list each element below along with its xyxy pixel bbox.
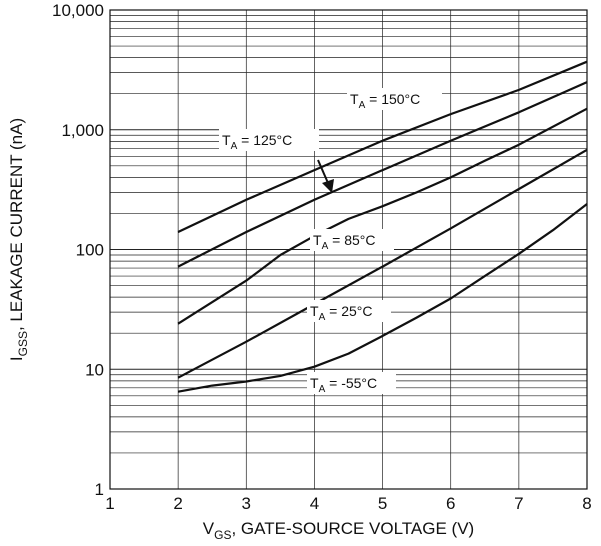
y-axis-title: IGSS, LEAKAGE CURRENT (nA) <box>7 118 30 361</box>
x-tick-label: 4 <box>310 494 319 513</box>
series-label-1: TA = 125°C <box>222 132 292 152</box>
series-label-4: TA = -55°C <box>310 375 377 395</box>
x-tick-label: 2 <box>173 494 182 513</box>
x-tick-label: 6 <box>446 494 455 513</box>
arrowhead-icon <box>322 179 334 193</box>
x-tick-label: 1 <box>105 494 114 513</box>
series-line-4 <box>177 203 588 393</box>
series-labels: TA = 150°C TA = 125°C TA = 85°C TA = 25°C TA… <box>219 88 442 395</box>
x-axis-title: VGS, GATE-SOURCE VOLTAGE (V) <box>203 519 474 542</box>
series-label-bg <box>347 88 442 110</box>
series-label-bg <box>310 229 394 251</box>
y-tick-label: 10 <box>85 360 104 379</box>
series-label-3: TA = 25°C <box>310 303 372 323</box>
series-line-1 <box>177 81 588 268</box>
y-tick-label: 10,000 <box>52 1 104 20</box>
series-line-3 <box>177 148 588 379</box>
x-tick-label: 7 <box>514 494 523 513</box>
series-label-bg <box>307 300 391 322</box>
series-line-2 <box>177 107 588 325</box>
series-label-2: TA = 85°C <box>313 232 375 252</box>
series-label-0: TA = 150°C <box>350 91 420 111</box>
series-label-bg <box>219 129 319 151</box>
y-tick-label: 100 <box>76 241 104 260</box>
tick-labels: 1 2 3 4 5 6 7 8 1 10 100 1,000 10,000 <box>52 1 592 513</box>
x-tick-label: 5 <box>378 494 387 513</box>
series-line-0 <box>177 60 588 233</box>
series-label-bg <box>307 372 396 394</box>
x-tick-label: 3 <box>242 494 251 513</box>
x-tick-label: 8 <box>582 494 591 513</box>
label-pointer-arrow <box>317 159 329 184</box>
y-tick-label: 1,000 <box>61 121 104 140</box>
y-tick-label: 1 <box>95 480 104 499</box>
series-lines <box>177 60 588 393</box>
plot-frame <box>109 9 588 490</box>
